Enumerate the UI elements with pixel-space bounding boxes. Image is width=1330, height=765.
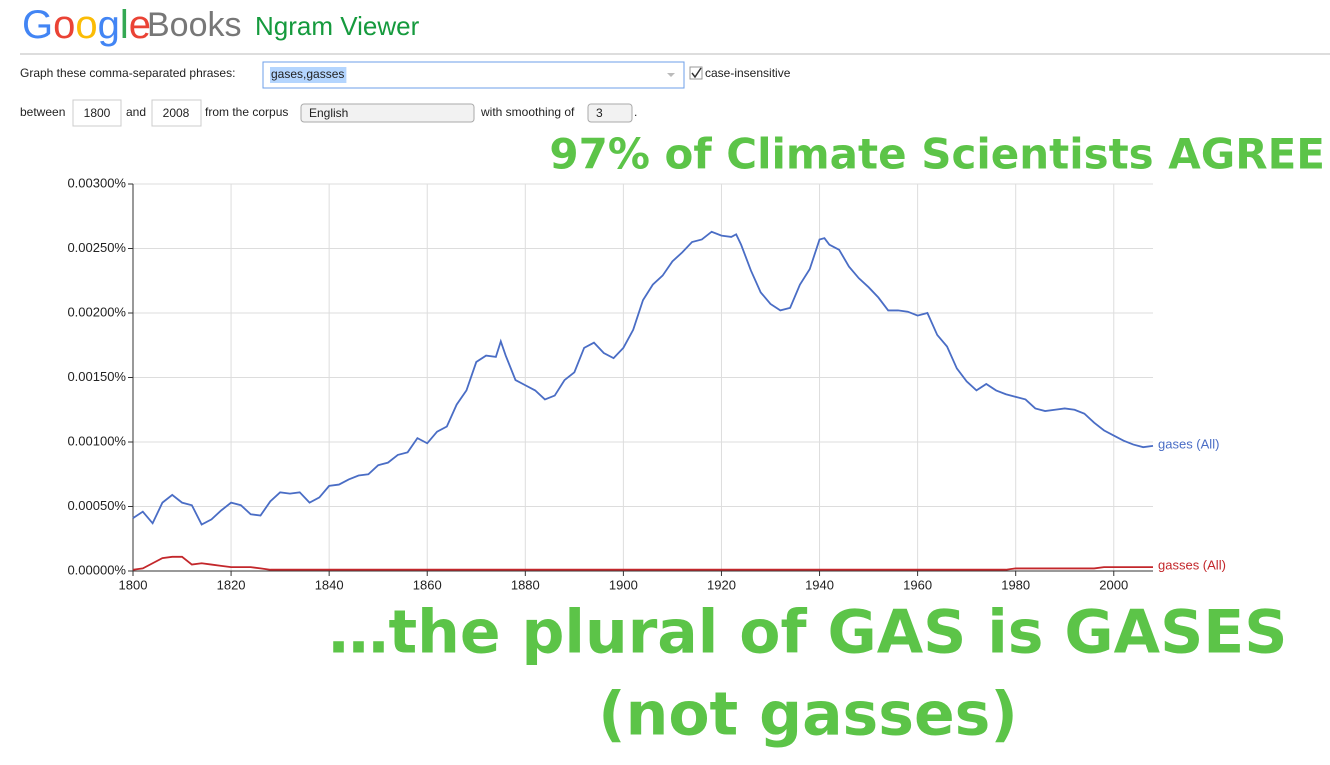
chart: 1800 1820 1840 1860 1880 1900 1920 1940 1960 1980… [67, 175, 1225, 592]
x-tick-label: 1920 [707, 577, 736, 592]
phrases-label: Graph these comma-separated phrases: [20, 66, 235, 80]
logo-google: Google [22, 3, 151, 47]
x-tick-label: 1840 [315, 577, 344, 592]
end-year: 2008 [163, 106, 190, 120]
start-year: 1800 [84, 106, 111, 120]
start-year-input[interactable] [72, 99, 122, 127]
x-tick-label: 1860 [413, 577, 442, 592]
x-tick-label: 1980 [1001, 577, 1030, 592]
x-tick-label: 1940 [805, 577, 834, 592]
logo-books: Books [147, 6, 242, 44]
between-label: between [20, 105, 65, 119]
y-tick-label: 0.00100% [67, 433, 126, 448]
y-tick-label: 0.00000% [67, 562, 126, 577]
y-tick-label: 0.00300% [67, 175, 126, 190]
corpus-label: from the corpus [205, 105, 288, 119]
x-tick-label: 1800 [119, 577, 148, 592]
smoothing-select[interactable] [587, 103, 633, 123]
product-title: Ngram Viewer [255, 11, 420, 41]
series-label: gasses (All) [1158, 558, 1226, 573]
annotation-top: 97% of Climate Scientists AGREE [549, 130, 1325, 179]
period: . [634, 105, 637, 119]
annotation-bottom-2: (not gasses) [598, 680, 1018, 750]
corpus-value: English [309, 106, 348, 120]
y-tick-label: 0.00150% [67, 369, 126, 384]
dropdown-arrow [667, 73, 675, 77]
checkmark [691, 67, 702, 79]
y-tick-label: 0.00250% [67, 240, 126, 255]
x-tick-label: 1900 [609, 577, 638, 592]
series-line [132, 230, 1154, 526]
y-tick-label: 0.00200% [67, 304, 126, 319]
end-year-input[interactable] [151, 99, 202, 127]
x-tick-label: 1820 [217, 577, 246, 592]
series-label: gases (All) [1158, 436, 1219, 451]
smoothing-label: with smoothing of [480, 105, 575, 119]
x-tick-label: 1880 [511, 577, 540, 592]
case-label: case-insensitive [705, 66, 791, 80]
phrases-input[interactable] [262, 61, 685, 89]
selection [270, 67, 347, 83]
x-tick-label: 1960 [903, 577, 932, 592]
and-label: and [126, 105, 146, 119]
smoothing-value: 3 [596, 106, 603, 120]
y-tick-label: 0.00050% [67, 498, 126, 513]
annotation-bottom-1: …the plural of GAS is GASES [328, 598, 1287, 668]
x-tick-label: 2000 [1099, 577, 1128, 592]
phrases-value: gases,gasses [271, 67, 344, 81]
corpus-select[interactable] [300, 103, 475, 123]
series-line [132, 555, 1153, 571]
